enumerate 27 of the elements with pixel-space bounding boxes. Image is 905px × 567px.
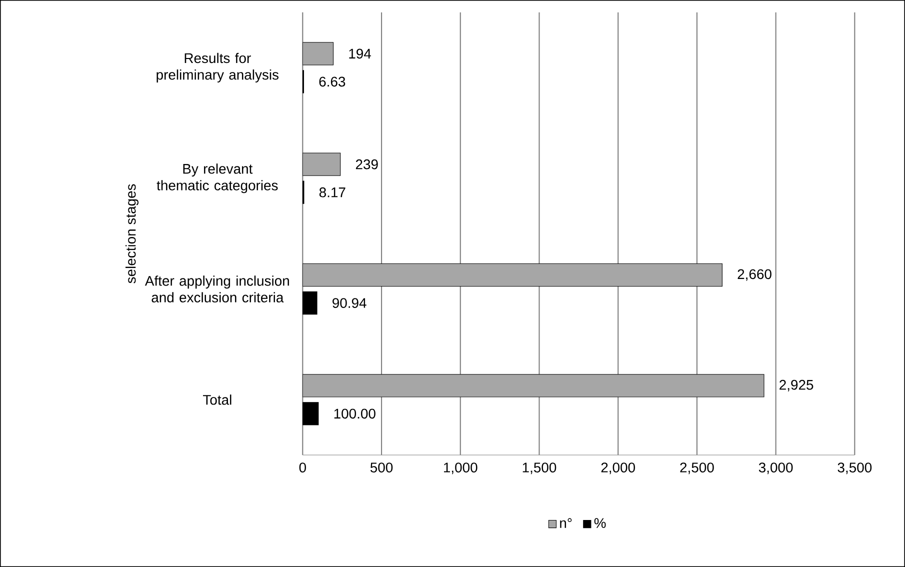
legend-label: %	[594, 518, 606, 528]
data-label: 194	[349, 48, 371, 59]
bar	[302, 374, 764, 398]
y-tick-label: After applying inclusion and exclusion criteria	[144, 276, 289, 302]
bar	[302, 263, 722, 287]
bar	[302, 42, 334, 66]
y-axis-title: selection stages	[126, 184, 138, 284]
y-tick-label: Results for preliminary analysis	[156, 52, 278, 82]
data-label: 239	[356, 159, 378, 170]
x-tick-label: 2,000	[601, 462, 635, 474]
data-label: 90.94	[332, 298, 366, 308]
x-tick-label: 2,500	[680, 462, 714, 474]
x-tick-label: 1,000	[444, 462, 478, 474]
x-tick-label: 500	[370, 462, 393, 472]
data-label: 100.00	[334, 408, 376, 419]
data-label: 6.63	[319, 76, 346, 87]
y-tick-label: By relevant thematic categories	[156, 164, 278, 194]
data-label: 2,925	[780, 380, 814, 392]
data-label: 2,660	[738, 269, 772, 281]
bar	[302, 152, 341, 176]
legend-label: n°	[560, 518, 572, 528]
x-tick-label: 3,000	[758, 462, 793, 474]
y-tick-label: Total	[202, 394, 232, 405]
x-tick-label: 0	[299, 462, 306, 472]
x-tick-label: 3,500	[838, 462, 872, 474]
x-tick-label: 1,500	[522, 462, 556, 474]
data-label: 8.17	[319, 187, 346, 198]
